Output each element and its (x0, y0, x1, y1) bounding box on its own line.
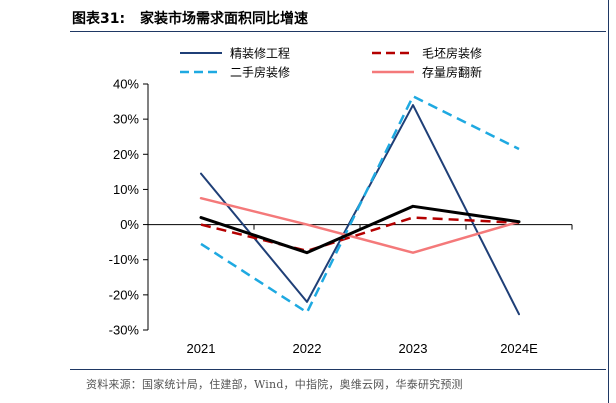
legend-label: 存量房翻新 (422, 65, 482, 80)
legend-label: 二手房装修 (230, 65, 290, 80)
x-tick-label: 2023 (399, 341, 428, 356)
y-tick-label: 40% (113, 77, 139, 92)
top-rule (70, 31, 606, 32)
y-tick-label: 0% (120, 217, 139, 232)
x-tick-label: 2021 (187, 341, 216, 356)
series-line-4 (199, 204, 521, 255)
x-tick-label: 2024E (500, 341, 538, 356)
y-tick-label: 30% (113, 112, 139, 127)
axes: -30% -20% -10% 0% 10% 20% 30% 40% 2021 2022 2023 20… (109, 77, 573, 356)
series-line-1 (200, 216, 520, 253)
y-tick-label: 20% (113, 147, 139, 162)
figure-title: 家装市场需求面积同比增速 (139, 11, 308, 27)
series-lines (199, 95, 521, 316)
chart-title: 图表31: 家装市场需求面积同比增速 (72, 8, 308, 28)
y-tick-label: 10% (113, 182, 139, 197)
source-note: 资料来源：国家统计局，住建部，Wind，中指院，奥维云网，华泰研究预测 (86, 378, 463, 391)
series-line-3 (199, 196, 521, 254)
right-edge-rule (608, 0, 616, 403)
y-tick-label: -20% (109, 287, 140, 302)
bottom-rule (70, 369, 606, 370)
series-line-2 (200, 95, 520, 314)
figure-label: 图表31: (72, 11, 126, 27)
legend-label: 精装修工程 (230, 46, 290, 61)
x-tick-label: 2022 (293, 341, 322, 356)
legend-label: 毛坯房装修 (422, 46, 482, 61)
y-tick-label: -30% (109, 323, 140, 338)
y-tick-label: -10% (109, 252, 140, 267)
